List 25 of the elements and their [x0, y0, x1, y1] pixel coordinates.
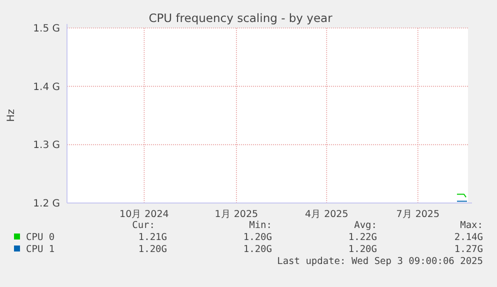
text: 1.21G: [138, 232, 168, 243]
text: 1.22G: [348, 232, 378, 243]
text: 1.20G: [243, 232, 272, 243]
text: Avg:: [354, 220, 377, 231]
y-tick-label: 1.5 G: [33, 24, 60, 34]
x-tick-label: 1月 2025: [214, 209, 258, 220]
text: Max:: [460, 220, 483, 231]
x-tick-label: 4月 2025: [305, 209, 348, 220]
text: 2.14G: [454, 232, 484, 243]
y-tick-label: 1.3 G: [33, 140, 60, 152]
text: Cur:: [132, 220, 155, 231]
text: Min:: [249, 220, 272, 231]
text: 1.20G: [348, 244, 378, 255]
text: Last update: Wed Sep 3 09:00:06 2025: [277, 256, 483, 267]
text: 1.20G: [138, 244, 168, 255]
x-tick-label: 7月 2025: [396, 209, 440, 220]
y-tick-label: 1.2 G: [33, 198, 60, 210]
y-axis-title: Hz: [6, 109, 17, 122]
legend-label: CPU 1: [26, 244, 55, 255]
x-tick-label: 10月 2024: [120, 209, 169, 220]
text: 1.20G: [243, 244, 272, 255]
legend-label: CPU 0: [26, 232, 55, 243]
chart-title: CPU frequency scaling - by year: [148, 11, 333, 25]
text: 1.27G: [454, 244, 484, 255]
y-tick-label: 1.4 G: [33, 82, 60, 93]
